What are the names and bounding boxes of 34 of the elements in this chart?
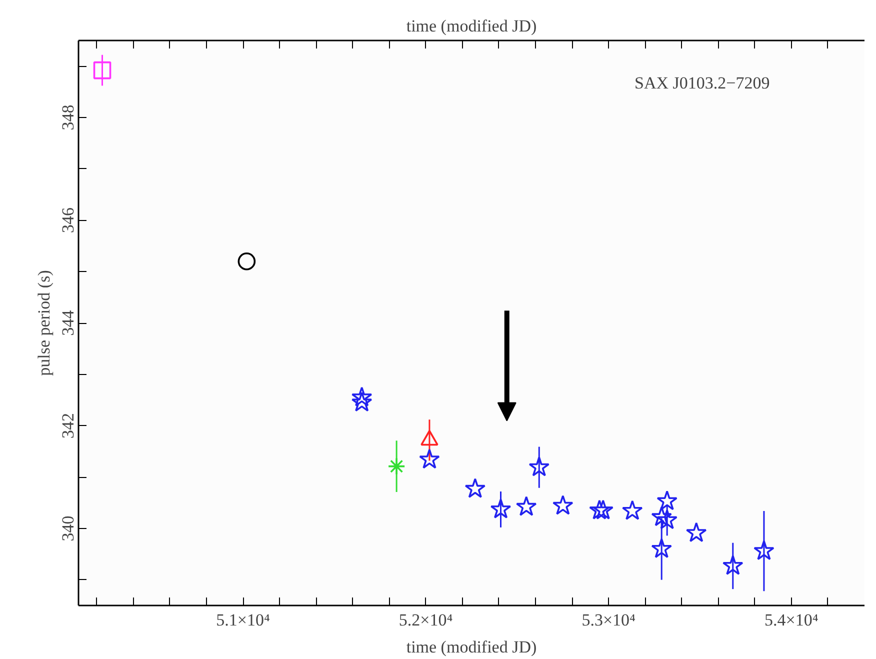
- point: [592, 500, 614, 520]
- x-tick-label: 5.4×10⁴: [764, 610, 818, 630]
- point: [754, 540, 774, 560]
- point: [388, 457, 406, 476]
- point: [351, 386, 372, 406]
- point: [552, 494, 574, 515]
- y-tick-label: 340: [58, 516, 78, 542]
- point: [464, 478, 486, 498]
- point: [589, 500, 610, 520]
- point: [490, 498, 512, 518]
- point: [656, 509, 678, 530]
- point: [686, 522, 707, 542]
- point: [528, 456, 550, 476]
- x2-axis-title: time (modified JD): [406, 16, 537, 36]
- point: [93, 61, 112, 80]
- point: [351, 392, 372, 412]
- point: [656, 490, 678, 510]
- y-axis-title: pulse period (s): [34, 270, 54, 376]
- point: [651, 506, 672, 526]
- annotation: SAX J0103.2−7209: [634, 74, 770, 92]
- x-tick-label: 5.1×10⁴: [216, 610, 270, 630]
- point: [516, 496, 537, 516]
- point: [238, 252, 256, 270]
- x-axis-title: time (modified JD): [406, 638, 537, 656]
- point: [651, 538, 672, 558]
- x-tick-label: 5.2×10⁴: [398, 610, 453, 630]
- point: [722, 555, 744, 575]
- point: [419, 448, 440, 469]
- y-tick-label: 344: [58, 310, 78, 336]
- y-tick-label: 346: [58, 208, 78, 234]
- y-tick-label: 342: [58, 412, 78, 438]
- y-tick-label: 348: [58, 104, 78, 130]
- point: [622, 500, 643, 520]
- x-tick-label: 5.3×10⁴: [582, 610, 636, 630]
